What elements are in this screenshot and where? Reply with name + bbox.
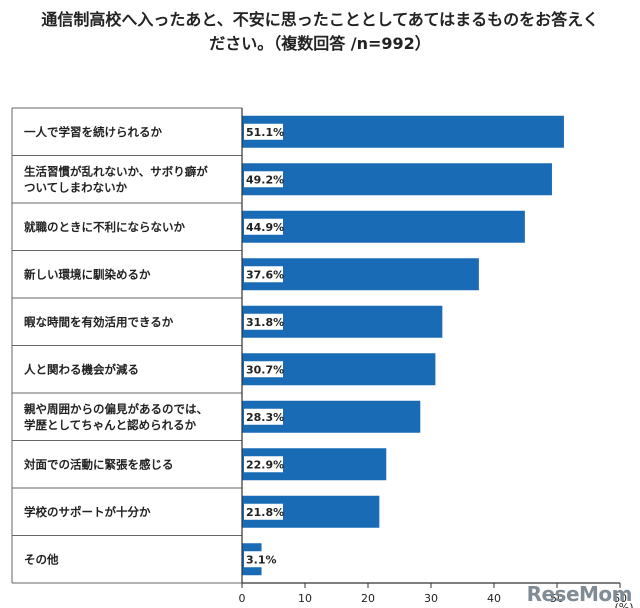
category-label-8: 学校のサポートが十分か <box>24 505 151 519</box>
category-label-1: ついてしまわないか <box>24 180 128 194</box>
value-label-0: 51.1% <box>246 126 284 139</box>
value-label-bg-9 <box>244 551 276 568</box>
value-label-bg-7 <box>244 456 283 473</box>
x-tick-label-6: 60 <box>613 592 627 605</box>
value-label-3: 37.6% <box>246 268 284 281</box>
category-label-2: 就職のときに不利にならないか <box>24 220 185 234</box>
x-tick-label-5: 50 <box>550 592 564 605</box>
x-tick-label-4: 40 <box>487 592 501 605</box>
value-label-bg-2 <box>244 218 283 235</box>
category-label-3: 新しい環境に馴染めるか <box>24 267 151 281</box>
value-label-bg-8 <box>244 503 283 520</box>
value-label-bg-3 <box>244 266 283 283</box>
x-axis-unit-label: (%) <box>614 601 633 608</box>
category-label-4: 暇な時間を有効活用できるか <box>24 315 174 329</box>
chart-title-line-2: ださい。（複数回答 /n=992） <box>209 34 431 53</box>
value-label-1: 49.2% <box>246 173 284 186</box>
value-label-bg-4 <box>244 313 283 330</box>
value-label-bg-5 <box>244 361 283 378</box>
watermark-logo: ReseMom <box>526 582 633 606</box>
value-label-8: 21.8% <box>246 506 284 519</box>
category-label-6: 学歴としてちゃんと認められるか <box>24 418 197 432</box>
chart-title-line-1: 通信制高校へ入ったあと、不安に思ったこととしてあてはまるものをお答えく <box>41 10 599 29</box>
category-label-7: 対面での活動に緊張を感じる <box>23 457 174 471</box>
value-label-4: 31.8% <box>246 316 284 329</box>
category-label-5: 人と関わる機会が減る <box>24 362 139 376</box>
x-tick-label-2: 20 <box>361 592 375 605</box>
bar-1 <box>242 163 552 196</box>
value-label-bg-6 <box>244 408 283 425</box>
value-label-9: 3.1% <box>246 553 277 566</box>
value-label-6: 28.3% <box>246 411 284 424</box>
bar-2 <box>242 210 525 243</box>
value-label-7: 22.9% <box>246 458 284 471</box>
category-label-6: 親や周囲からの偏見があるのでは、 <box>24 402 208 416</box>
category-label-1: 生活習慣が乱れないか、サボり癖が <box>24 164 208 178</box>
bar-0 <box>242 115 564 148</box>
value-label-bg-1 <box>244 171 283 188</box>
value-label-bg-0 <box>244 123 283 140</box>
value-label-5: 30.7% <box>246 363 284 376</box>
value-label-2: 44.9% <box>246 221 284 234</box>
category-label-9: その他 <box>24 552 59 566</box>
x-tick-label-1: 10 <box>298 592 312 605</box>
x-tick-label-0: 0 <box>239 592 246 605</box>
category-label-0: 一人で学習を続けられるか <box>24 125 162 139</box>
chart-title: 通信制高校へ入ったあと、不安に思ったこととしてあてはまるものをお答えく ださい。… <box>0 8 640 56</box>
x-tick-label-3: 30 <box>424 592 438 605</box>
